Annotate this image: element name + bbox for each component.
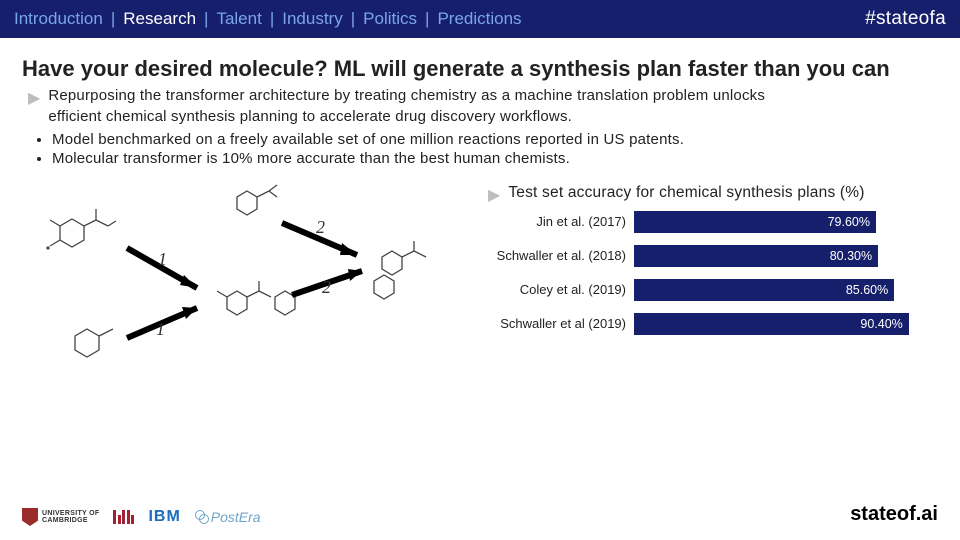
bullet-item: Molecular transformer is 10% more accura… bbox=[52, 150, 938, 167]
synthesis-diagram: 1 1 2 2 bbox=[32, 183, 472, 383]
arrow-label-2b: 2 bbox=[322, 277, 331, 297]
arrow-label-2a: 2 bbox=[316, 217, 325, 237]
bar-row: Coley et al. (2019) 85.60% bbox=[492, 277, 938, 303]
bar-value: 80.30% bbox=[830, 249, 872, 263]
bar-fill: 90.40% bbox=[634, 313, 909, 335]
nav-tabs: Introduction| Research| Talent| Industry… bbox=[14, 9, 865, 29]
bullet-list: Model benchmarked on a freely available … bbox=[52, 131, 938, 167]
nav-research[interactable]: Research bbox=[123, 9, 196, 29]
hashtag: #stateofa bbox=[865, 8, 946, 30]
footer-site: stateof.ai bbox=[850, 503, 938, 526]
bar-value: 90.40% bbox=[860, 317, 902, 331]
bar-fill: 85.60% bbox=[634, 279, 894, 301]
bar-label: Schwaller et al. (2018) bbox=[492, 248, 634, 263]
bar-row: Schwaller et al (2019) 90.40% bbox=[492, 311, 938, 337]
logo-cambridge: UNIVERSITY OFCAMBRIDGE bbox=[22, 508, 99, 526]
bar-row: Schwaller et al. (2018) 80.30% bbox=[492, 243, 938, 269]
bar-track: 80.30% bbox=[634, 245, 938, 267]
chart-title: Test set accuracy for chemical synthesis… bbox=[508, 183, 864, 203]
bar-label: Jin et al. (2017) bbox=[492, 214, 634, 229]
bar-track: 79.60% bbox=[634, 211, 938, 233]
logo-row: UNIVERSITY OFCAMBRIDGE IBM PostEra bbox=[22, 508, 261, 526]
nav-talent[interactable]: Talent bbox=[216, 9, 261, 29]
arrow-label-1a: 1 bbox=[158, 249, 167, 269]
bar-track: 85.60% bbox=[634, 279, 938, 301]
slide-title: Have your desired molecule? ML will gene… bbox=[22, 56, 938, 82]
bar-fill: 80.30% bbox=[634, 245, 878, 267]
logo-postera: PostEra bbox=[195, 509, 261, 525]
chevron-right-icon: ▶ bbox=[488, 185, 500, 205]
nav-predictions[interactable]: Predictions bbox=[437, 9, 521, 29]
logo-mit bbox=[113, 510, 134, 524]
shield-icon bbox=[22, 508, 38, 526]
nav-politics[interactable]: Politics bbox=[363, 9, 417, 29]
subtitle: Repurposing the transformer architecture… bbox=[48, 86, 765, 127]
arrow-label-1b: 1 bbox=[156, 319, 165, 339]
nav-introduction[interactable]: Introduction bbox=[14, 9, 103, 29]
logo-ibm: IBM bbox=[148, 508, 180, 526]
top-nav-bar: Introduction| Research| Talent| Industry… bbox=[0, 0, 960, 38]
bar-track: 90.40% bbox=[634, 313, 938, 335]
bar-row: Jin et al. (2017) 79.60% bbox=[492, 209, 938, 235]
bullet-item: Model benchmarked on a freely available … bbox=[52, 131, 938, 148]
bar-value: 85.60% bbox=[846, 283, 888, 297]
accuracy-bar-chart: Jin et al. (2017) 79.60% Schwaller et al. … bbox=[492, 209, 938, 337]
bar-fill: 79.60% bbox=[634, 211, 876, 233]
chevron-right-icon: ▶ bbox=[28, 88, 40, 108]
bar-label: Schwaller et al (2019) bbox=[492, 316, 634, 331]
nav-industry[interactable]: Industry bbox=[282, 9, 342, 29]
bar-label: Coley et al. (2019) bbox=[492, 282, 634, 297]
postera-icon bbox=[195, 510, 209, 524]
bar-value: 79.60% bbox=[828, 215, 870, 229]
mit-bars-icon bbox=[113, 510, 134, 524]
